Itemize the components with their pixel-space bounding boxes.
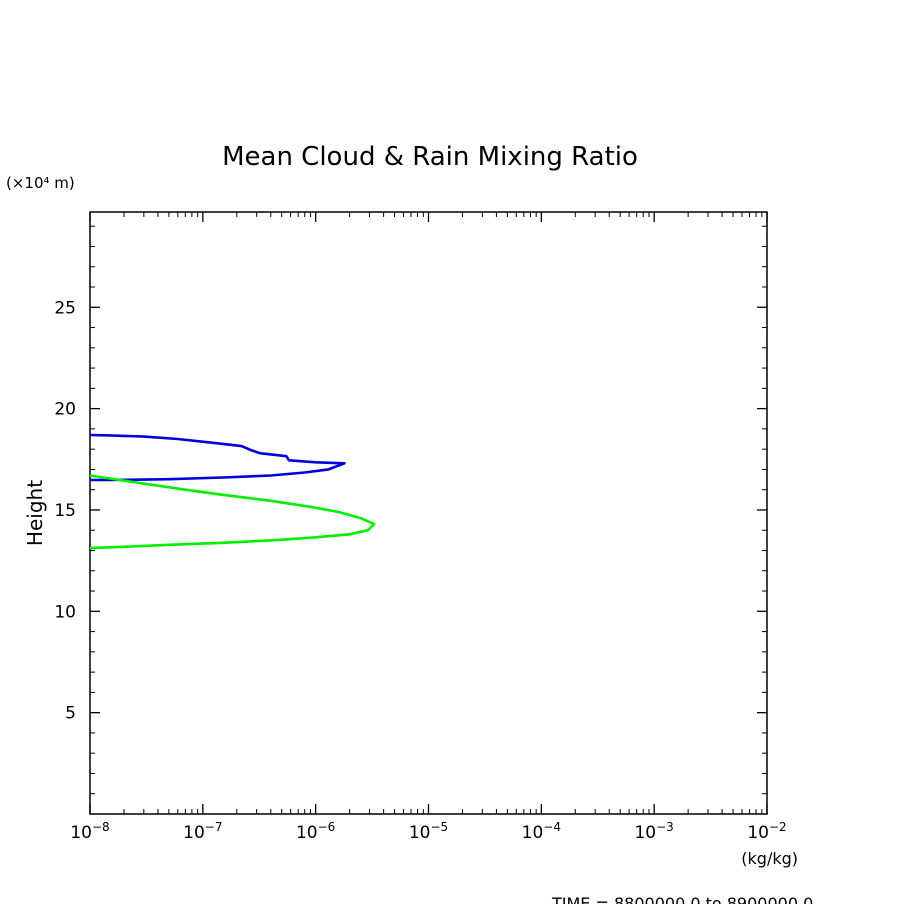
y-axis-label: Height [23,480,47,546]
y-tick-label: 10 [54,602,76,622]
x-tick-labels: 10−8 10−7 10−6 10−5 10−4 10−3 10−2 [70,820,786,843]
y-tick-labels: 5 10 15 20 25 [54,298,76,723]
y-tick-label: 5 [65,704,76,724]
x-tick-label: 10−8 [70,820,109,843]
y-unit-label: (×10⁴ m) [6,174,75,192]
y-tick-label: 15 [54,501,76,521]
x-unit-label: (kg/kg) [741,849,798,868]
x-tick-label: 10−3 [634,820,673,843]
x-tick-label: 10−2 [747,820,786,843]
y-tick-label: 20 [54,400,76,420]
series-group [89,433,376,550]
series-line-2 [89,474,376,550]
footer-time: TIME = 8800000.0 to 8900000.0 [551,894,813,904]
x-tick-label: 10−6 [296,820,335,843]
x-tick-label: 10−5 [409,820,448,843]
plot-frame [89,211,768,815]
x-tick-label: 10−7 [183,820,222,843]
chart-title: Mean Cloud & Rain Mixing Ratio [222,142,638,172]
x-tick-label: 10−4 [522,820,561,843]
y-tick-label: 25 [54,298,76,318]
series-line-1 [89,433,346,482]
axis-ticks [89,212,768,814]
